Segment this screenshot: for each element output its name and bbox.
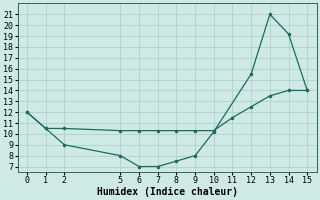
X-axis label: Humidex (Indice chaleur): Humidex (Indice chaleur) bbox=[97, 186, 237, 197]
